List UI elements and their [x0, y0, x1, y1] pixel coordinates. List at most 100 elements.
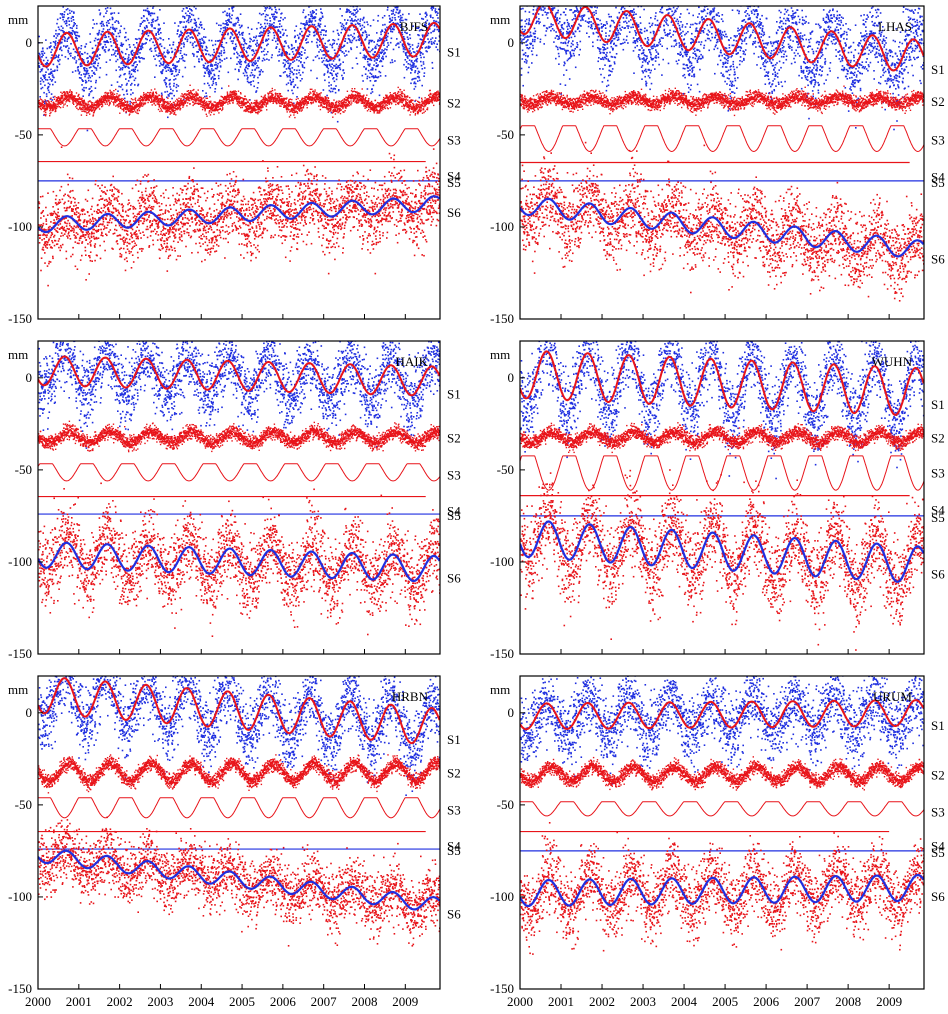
s1-point	[303, 61, 306, 64]
s1-point	[269, 20, 272, 22]
s1-point	[300, 51, 303, 53]
s2-point	[106, 96, 109, 99]
s2-point	[188, 94, 190, 96]
s1-point	[243, 39, 246, 41]
s1-point	[413, 81, 416, 83]
s1-point	[385, 37, 388, 39]
s1-point	[153, 55, 155, 58]
s1-point	[45, 95, 48, 98]
s2-point	[144, 103, 146, 105]
s1-point	[148, 11, 150, 13]
s1-point	[130, 93, 132, 96]
s2-point	[55, 106, 57, 108]
s1-point	[203, 65, 205, 67]
s1-point	[298, 36, 300, 39]
s1-point	[431, 9, 433, 11]
s1-point	[296, 96, 298, 98]
s1-point	[118, 35, 121, 38]
s1-point	[174, 22, 176, 24]
s1-point	[141, 44, 143, 46]
s2-point	[274, 89, 276, 91]
s2-point	[122, 108, 125, 110]
s1-point	[77, 48, 79, 50]
s2-point	[39, 107, 42, 110]
s1-point	[132, 92, 134, 94]
s1-point	[390, 37, 393, 40]
s1-point	[71, 10, 73, 13]
s1-point	[312, 11, 314, 13]
s2-point	[63, 104, 65, 106]
s2-point	[177, 99, 179, 101]
s1-point	[231, 6, 233, 9]
s2-point	[52, 107, 54, 109]
s1-point	[214, 67, 217, 70]
s2-point	[218, 112, 220, 114]
s1-point	[78, 46, 80, 49]
s1-point	[129, 76, 131, 79]
s2-point	[88, 109, 90, 111]
s1-point	[51, 99, 54, 101]
s1-point	[304, 27, 306, 29]
s2-point	[53, 106, 56, 108]
s1-point	[81, 58, 83, 60]
s1-point	[367, 23, 369, 26]
s1-point	[380, 59, 382, 62]
s2-point	[139, 106, 141, 109]
s1-point	[364, 30, 366, 32]
s2-point	[131, 106, 134, 109]
s1-point	[288, 62, 290, 65]
s1-point	[76, 40, 78, 42]
s1-point	[219, 66, 222, 68]
s1-point	[434, 8, 437, 10]
s1-point	[406, 55, 409, 58]
s1-point	[432, 30, 434, 33]
s1-point	[48, 73, 50, 75]
s1-point	[259, 71, 262, 73]
s1-point	[44, 102, 46, 105]
s1-point	[359, 18, 362, 20]
s1-point	[191, 52, 194, 55]
s1-point	[319, 49, 322, 51]
s2-point	[199, 102, 201, 105]
s1-point	[104, 34, 107, 37]
s1-point	[59, 58, 61, 61]
s1-point	[138, 61, 141, 63]
s1-point	[277, 20, 280, 22]
s1-point	[319, 23, 322, 25]
s2-point	[218, 103, 220, 105]
s2-point	[126, 105, 128, 107]
s2-point	[179, 103, 181, 105]
s1-point	[75, 51, 78, 54]
s1-point	[293, 36, 296, 39]
s1-point	[208, 39, 210, 42]
s2-point	[54, 105, 56, 107]
s1-point	[212, 44, 214, 47]
s1-point	[351, 0, 353, 2]
s2-point	[274, 100, 277, 102]
s1-point	[327, 70, 329, 72]
s1-point	[114, 52, 116, 54]
s2-point	[104, 94, 107, 96]
s1-point	[268, 31, 271, 34]
s2-point	[210, 108, 213, 110]
s1-point	[43, 91, 45, 94]
s1-point	[137, 83, 140, 86]
s2-point	[45, 107, 48, 110]
s2-point	[213, 105, 215, 107]
s2-point	[88, 100, 90, 103]
s1-point	[160, 63, 163, 66]
s1-point	[359, 52, 362, 54]
s1-point	[395, 44, 397, 47]
s1-point	[63, 39, 66, 41]
s2-point	[194, 95, 197, 97]
s2-point	[193, 99, 195, 101]
s2-point	[148, 94, 150, 97]
s1-point	[223, 29, 225, 32]
s1-point	[422, 18, 425, 20]
s1-point	[59, 13, 62, 15]
s1-point	[425, 21, 427, 23]
s2-point	[161, 103, 163, 106]
s2-point	[132, 103, 134, 106]
s1-point	[171, 50, 174, 53]
s1-point	[103, 15, 105, 18]
